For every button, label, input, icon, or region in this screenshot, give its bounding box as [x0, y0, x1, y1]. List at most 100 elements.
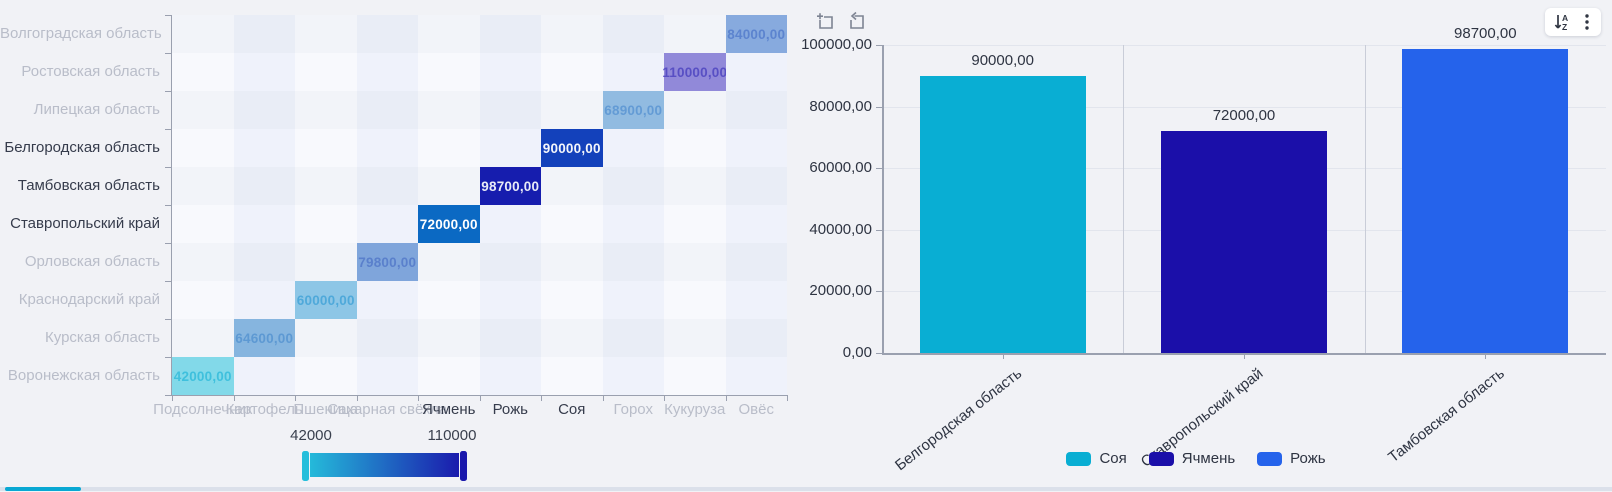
heatmap-cell[interactable]: [233, 15, 295, 53]
restore-icon[interactable]: [846, 11, 868, 33]
zoom-select-icon[interactable]: [815, 11, 837, 33]
heatmap-cell[interactable]: [172, 129, 234, 167]
heatmap-cell[interactable]: [541, 167, 603, 205]
heatmap-cell[interactable]: [418, 319, 480, 357]
heatmap-cell[interactable]: [356, 91, 418, 129]
heatmap-cell[interactable]: [418, 15, 480, 53]
heatmap-cell[interactable]: [233, 243, 295, 281]
heatmap-cell[interactable]: [479, 281, 541, 319]
heatmap-cell[interactable]: [418, 53, 480, 91]
heatmap-cell[interactable]: [233, 91, 295, 129]
heatmap-cell[interactable]: [356, 53, 418, 91]
heatmap-cell[interactable]: [725, 357, 787, 395]
heatmap-cell[interactable]: [172, 167, 234, 205]
heatmap-cell[interactable]: [541, 15, 603, 53]
heatmap-cell[interactable]: [479, 205, 541, 243]
heatmap-cell[interactable]: [172, 53, 234, 91]
more-menu-icon[interactable]: [1580, 12, 1594, 32]
horizontal-scrollbar[interactable]: [0, 487, 1612, 491]
heatmap-cell[interactable]: [356, 357, 418, 395]
heatmap-cell[interactable]: [664, 243, 726, 281]
heatmap-cell[interactable]: 79800,00: [356, 243, 418, 281]
heatmap-cell[interactable]: [602, 129, 664, 167]
heatmap-cell[interactable]: [541, 205, 603, 243]
heatmap-cell[interactable]: 60000,00: [295, 281, 357, 319]
heatmap-cell[interactable]: [233, 357, 295, 395]
heatmap-cell[interactable]: [479, 129, 541, 167]
heatmap-cell[interactable]: [356, 15, 418, 53]
heatmap-cell[interactable]: [295, 129, 357, 167]
heatmap-cell[interactable]: [479, 15, 541, 53]
heatmap-cell[interactable]: [664, 15, 726, 53]
heatmap-cell[interactable]: [295, 319, 357, 357]
heatmap-cell[interactable]: [233, 129, 295, 167]
heatmap-cell[interactable]: [664, 319, 726, 357]
visualmap-gradient-bar[interactable]: [306, 453, 462, 477]
heatmap-cell[interactable]: [418, 91, 480, 129]
heatmap-cell[interactable]: [356, 129, 418, 167]
heatmap-cell[interactable]: 98700,00: [479, 167, 541, 205]
heatmap-cell[interactable]: [725, 243, 787, 281]
heatmap-cell[interactable]: [479, 53, 541, 91]
sort-icon[interactable]: A Z: [1552, 12, 1572, 32]
heatmap-cell[interactable]: [418, 129, 480, 167]
heatmap-cell[interactable]: [172, 91, 234, 129]
heatmap-cell[interactable]: [541, 281, 603, 319]
heatmap-cell[interactable]: [356, 281, 418, 319]
heatmap-cell[interactable]: [418, 243, 480, 281]
heatmap-cell[interactable]: [295, 243, 357, 281]
heatmap-cell[interactable]: 90000,00: [541, 129, 603, 167]
heatmap-cell[interactable]: [602, 167, 664, 205]
heatmap-cell[interactable]: [664, 357, 726, 395]
heatmap-cell[interactable]: [541, 53, 603, 91]
heatmap-cell[interactable]: 110000,00: [662, 53, 727, 91]
heatmap-cell[interactable]: [295, 357, 357, 395]
heatmap-cell[interactable]: [418, 167, 480, 205]
heatmap-cell[interactable]: 42000,00: [172, 357, 234, 395]
heatmap-cell[interactable]: [664, 205, 726, 243]
heatmap-cell[interactable]: [172, 281, 234, 319]
heatmap-cell[interactable]: [356, 167, 418, 205]
heatmap-cell[interactable]: [725, 53, 787, 91]
heatmap-cell[interactable]: [233, 281, 295, 319]
heatmap-cell[interactable]: [295, 167, 357, 205]
heatmap-cell[interactable]: [725, 205, 787, 243]
visualmap-max-handle[interactable]: [459, 450, 468, 482]
heatmap-cell[interactable]: [725, 281, 787, 319]
heatmap-cell[interactable]: [602, 357, 664, 395]
heatmap-cell[interactable]: 68900,00: [602, 91, 664, 129]
heatmap-cell[interactable]: [418, 357, 480, 395]
heatmap-cell[interactable]: [479, 319, 541, 357]
heatmap-cell[interactable]: [541, 319, 603, 357]
heatmap-cell[interactable]: [356, 205, 418, 243]
heatmap-cell[interactable]: 72000,00: [418, 205, 480, 243]
heatmap-cell[interactable]: [356, 319, 418, 357]
heatmap-cell[interactable]: [541, 91, 603, 129]
heatmap-cell[interactable]: [479, 243, 541, 281]
heatmap-cell[interactable]: [602, 205, 664, 243]
heatmap-cell[interactable]: 64600,00: [233, 319, 295, 357]
heatmap-cell[interactable]: [602, 243, 664, 281]
legend-item[interactable]: Соя: [1066, 450, 1127, 467]
heatmap-cell[interactable]: [172, 243, 234, 281]
bar[interactable]: [1161, 131, 1327, 353]
heatmap-cell[interactable]: [725, 167, 787, 205]
heatmap-cell[interactable]: [295, 205, 357, 243]
visualmap-min-handle[interactable]: [301, 450, 310, 482]
heatmap-cell[interactable]: [602, 281, 664, 319]
heatmap-cell[interactable]: [418, 281, 480, 319]
heatmap-cell[interactable]: [602, 15, 664, 53]
heatmap-cell[interactable]: [233, 167, 295, 205]
heatmap-cell[interactable]: [295, 53, 357, 91]
heatmap-cell[interactable]: [295, 91, 357, 129]
heatmap-cell[interactable]: 84000,00: [725, 15, 787, 53]
bar[interactable]: [919, 75, 1086, 353]
heatmap-cell[interactable]: [664, 281, 726, 319]
heatmap-cell[interactable]: [725, 129, 787, 167]
heatmap-cell[interactable]: [479, 91, 541, 129]
bar[interactable]: [1402, 49, 1569, 353]
heatmap-cell[interactable]: [664, 129, 726, 167]
heatmap-cell[interactable]: [602, 319, 664, 357]
heatmap-cell[interactable]: [172, 319, 234, 357]
heatmap-cell[interactable]: [233, 205, 295, 243]
